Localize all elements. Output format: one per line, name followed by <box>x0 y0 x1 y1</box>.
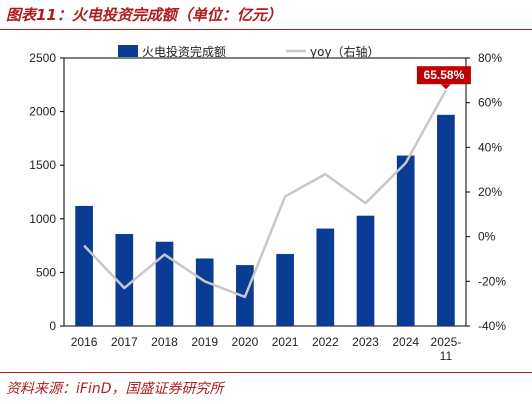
legend-line-label: yoy（右轴） <box>310 44 380 59</box>
bar <box>316 228 335 326</box>
x-axis-tick-label: 2025-11 <box>431 335 462 363</box>
x-axis-tick-label: 2019 <box>191 335 218 349</box>
callout-box <box>416 66 471 85</box>
right-axis-tick-label: 20% <box>478 185 502 199</box>
bar-series <box>75 114 455 326</box>
right-axis-tick-label: -20% <box>478 274 506 288</box>
bar <box>356 215 375 326</box>
bar <box>75 205 93 326</box>
x-axis-tick-label: 2022 <box>312 335 339 349</box>
bar <box>155 241 174 326</box>
bar <box>437 114 455 326</box>
bar <box>276 253 294 326</box>
right-axis-tick-label: -40% <box>478 319 506 333</box>
x-axis-tick-label: 2018 <box>151 335 178 349</box>
right-axis-tick-label: 0% <box>478 230 496 244</box>
chart-axes: 0 500 1000 1500 2000 2500 -40% -20% 0% 20% 40% 60% 8… <box>29 51 506 363</box>
left-axis-tick-label: 1500 <box>29 158 56 172</box>
source-divider <box>0 372 532 373</box>
x-axis-tick-label: 2016 <box>71 335 98 349</box>
x-axis-tick-label: 2024 <box>392 335 419 349</box>
source-note: 资料来源：iFinD，国盛证券研究所 <box>6 381 224 397</box>
line-series <box>83 89 447 299</box>
left-axis-tick-label: 2500 <box>29 51 56 65</box>
bar <box>195 258 214 326</box>
left-axis-tick-label: 500 <box>36 265 56 279</box>
x-axis-tick-label: 2021 <box>272 335 299 349</box>
left-axis-tick-label: 2000 <box>29 105 56 119</box>
bar <box>115 234 134 326</box>
chart: 0 500 1000 1500 2000 2500 -40% -20% 0% 20% 40% 60% 8… <box>29 44 506 363</box>
bar <box>396 155 415 326</box>
title-divider <box>0 29 532 30</box>
legend: 火电投资完成额 yoy（右轴） <box>118 44 380 59</box>
figure-title: 图表11：火电投资完成额（单位：亿元） <box>6 6 282 24</box>
callout-label: 65.58% <box>424 68 465 82</box>
right-axis-tick-label: 40% <box>478 140 502 154</box>
right-axis-tick-label: 60% <box>478 96 502 110</box>
x-axis-tick-label: 2023 <box>352 335 379 349</box>
title-bar: 图表11：火电投资完成额（单位：亿元） <box>0 0 532 30</box>
left-axis-tick-label: 0 <box>49 319 56 333</box>
x-axis-tick-label: 2020 <box>232 335 259 349</box>
right-axis-tick-label: 80% <box>478 51 502 65</box>
left-axis-tick-label: 1000 <box>29 212 56 226</box>
callout-pointer <box>440 84 451 90</box>
legend-bar-swatch <box>118 45 138 57</box>
yoy-line <box>83 89 447 299</box>
legend-bar-label: 火电投资完成额 <box>142 44 226 59</box>
x-axis-tick-label: 2017 <box>111 335 138 349</box>
callout: 65.58% <box>416 66 471 90</box>
